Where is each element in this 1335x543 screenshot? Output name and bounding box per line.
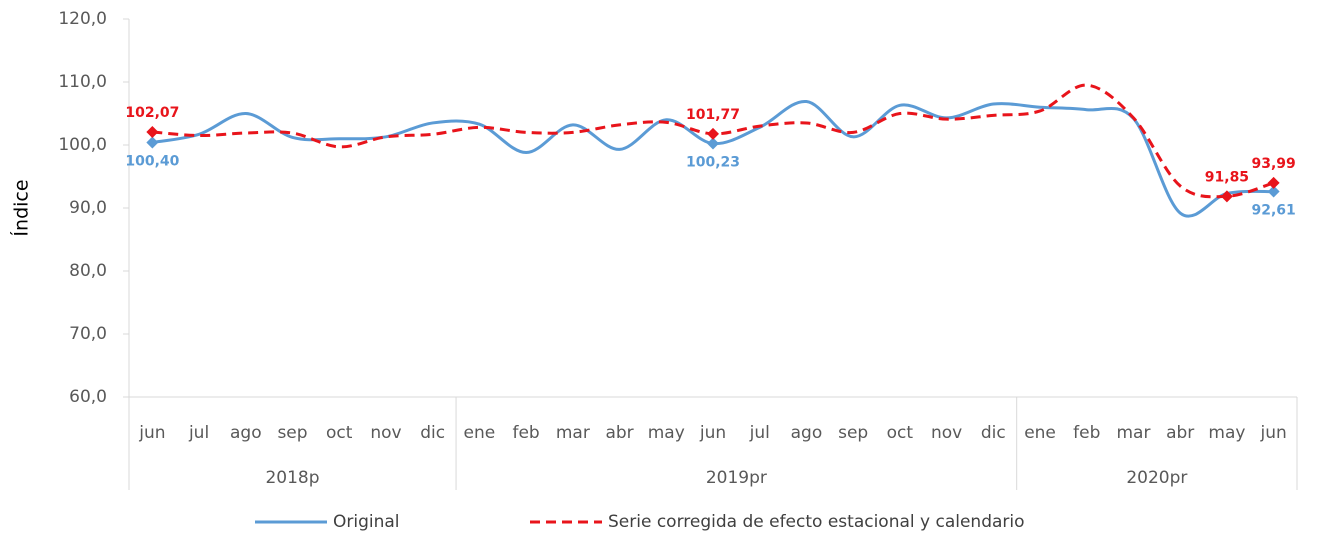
value-label: 100,40: [125, 153, 179, 169]
x-tick-label: oct: [887, 423, 914, 443]
x-tick-label: dic: [981, 423, 1006, 443]
x-tick-label: feb: [1073, 423, 1100, 443]
point-marker: [1267, 185, 1280, 198]
point-marker: [707, 137, 719, 150]
x-tick-label: oct: [326, 423, 353, 443]
point-marker: [1220, 190, 1233, 203]
legend-label: Serie corregida de efecto estacional y c…: [608, 512, 1025, 532]
x-tick-label: sep: [277, 423, 307, 443]
series-line: [152, 100, 1274, 218]
x-tick-label: ene: [464, 423, 496, 443]
value-label: 101,77: [686, 107, 740, 123]
x-tick-label: ago: [230, 423, 262, 443]
y-tick-label: 60,0: [69, 387, 107, 407]
x-tick-label: jun: [1259, 423, 1286, 443]
point-marker: [1267, 176, 1280, 189]
x-tick-label: may: [648, 423, 685, 443]
point-marker: [146, 136, 159, 149]
x-tick-label: jul: [749, 423, 770, 443]
x-tick-label: abr: [1166, 423, 1194, 443]
y-tick-label: 70,0: [69, 324, 107, 344]
x-tick-label: nov: [931, 423, 962, 443]
value-label: 91,85: [1205, 169, 1249, 185]
group-label: 2018p: [265, 468, 319, 488]
x-tick-label: mar: [1116, 423, 1150, 443]
x-tick-label: feb: [512, 423, 539, 443]
x-tick-label: dic: [420, 423, 445, 443]
point-marker: [707, 127, 719, 140]
group-label: 2019pr: [706, 468, 767, 488]
value-label: 92,61: [1251, 203, 1295, 219]
x-tick-label: ene: [1024, 423, 1056, 443]
y-tick-label: 100,0: [58, 135, 107, 155]
point-marker: [146, 125, 159, 138]
legend-label: Original: [333, 512, 400, 532]
x-tick-label: mar: [556, 423, 590, 443]
x-tick-label: jul: [188, 423, 209, 443]
value-label: 93,99: [1251, 156, 1295, 172]
group-label: 2020pr: [1126, 468, 1187, 488]
x-tick-label: abr: [605, 423, 633, 443]
x-tick-label: may: [1208, 423, 1245, 443]
y-tick-label: 80,0: [69, 261, 107, 281]
x-tick-label: jun: [138, 423, 165, 443]
y-tick-label: 120,0: [58, 9, 107, 29]
value-label: 100,23: [686, 155, 740, 171]
y-tick-label: 110,0: [58, 72, 107, 92]
y-axis-label: Índice: [10, 179, 33, 236]
y-tick-label: 90,0: [69, 198, 107, 218]
x-tick-label: jun: [699, 423, 726, 443]
x-tick-label: nov: [370, 423, 401, 443]
x-tick-label: sep: [838, 423, 868, 443]
value-label: 102,07: [125, 105, 179, 121]
x-tick-label: ago: [791, 423, 823, 443]
